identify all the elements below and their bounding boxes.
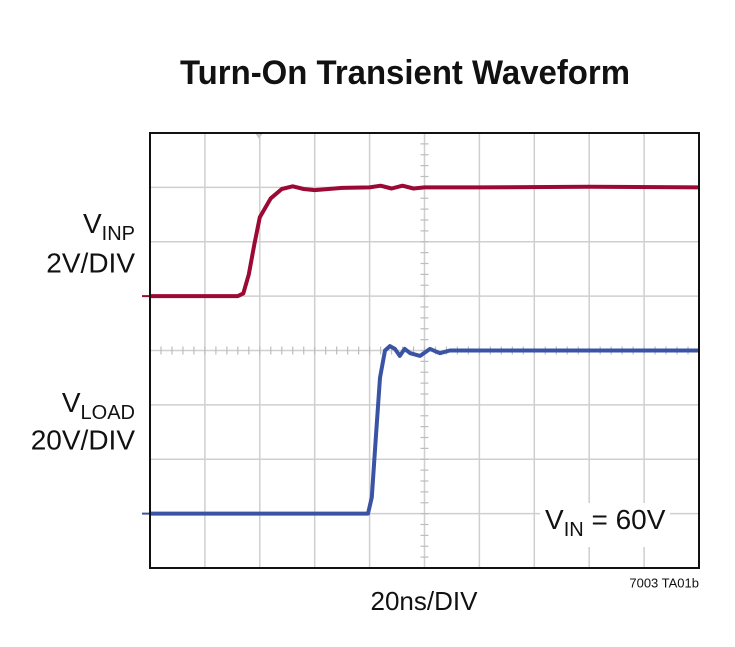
series-name: V (83, 208, 102, 239)
series-label: VLOAD (62, 387, 135, 424)
series-subscript: INP (102, 223, 135, 245)
chart-title: Turn-On Transient Waveform (180, 54, 630, 92)
trace (150, 183, 700, 299)
annotation-rest: = 60V (584, 504, 666, 535)
trigger-marker (255, 133, 263, 139)
series-subscript: LOAD (81, 402, 135, 424)
plot-frame (149, 132, 700, 569)
x-axis-label: 20ns/DIV (371, 586, 479, 616)
annotation-main: V (545, 504, 564, 535)
series-scale: 20V/DIV (31, 424, 136, 455)
figure-id: 7003 TA01b (629, 575, 699, 590)
series-scale: 2V/DIV (46, 247, 135, 278)
annotation-sub: IN (564, 519, 584, 541)
annotation-box (540, 503, 670, 547)
series-name: V (62, 387, 81, 418)
trace (150, 344, 699, 516)
annotation: VIN = 60V (545, 504, 666, 541)
series-label: VINP (83, 208, 135, 245)
